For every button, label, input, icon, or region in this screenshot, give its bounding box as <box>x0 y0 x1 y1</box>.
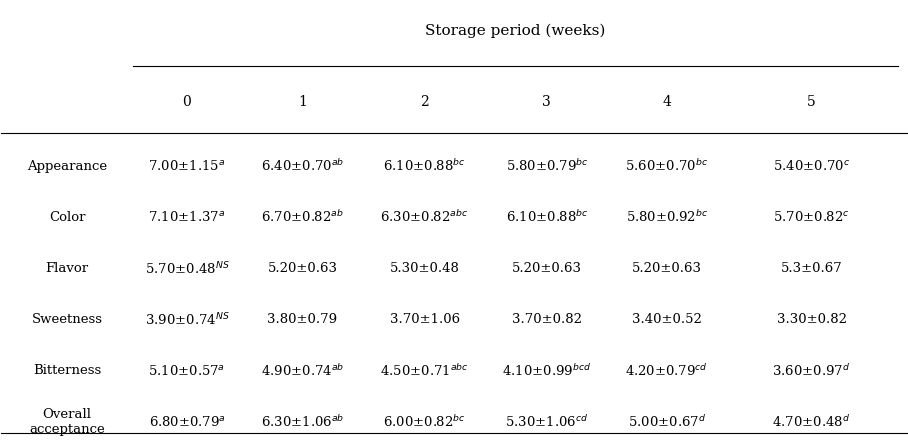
Text: 5.10±0.57$^{a}$: 5.10±0.57$^{a}$ <box>148 364 225 378</box>
Text: 6.00±0.82$^{bc}$: 6.00±0.82$^{bc}$ <box>383 414 466 430</box>
Text: 5.60±0.70$^{bc}$: 5.60±0.70$^{bc}$ <box>626 158 708 174</box>
Text: 5.30±0.48: 5.30±0.48 <box>390 262 459 275</box>
Text: Flavor: Flavor <box>45 262 89 275</box>
Text: 3.90±0.74$^{NS}$: 3.90±0.74$^{NS}$ <box>144 311 230 328</box>
Text: 5.30±1.06$^{cd}$: 5.30±1.06$^{cd}$ <box>505 414 588 430</box>
Text: Appearance: Appearance <box>27 159 107 172</box>
Text: 3: 3 <box>542 95 551 108</box>
Text: 6.10±0.88$^{bc}$: 6.10±0.88$^{bc}$ <box>506 209 588 225</box>
Text: 3.70±0.82: 3.70±0.82 <box>512 313 582 326</box>
Text: 4: 4 <box>662 95 671 108</box>
Text: 3.30±0.82: 3.30±0.82 <box>776 313 846 326</box>
Text: 1: 1 <box>298 95 307 108</box>
Text: 4.70±0.48$^{d}$: 4.70±0.48$^{d}$ <box>773 414 851 430</box>
Text: Overall
acceptance: Overall acceptance <box>29 408 105 436</box>
Text: 5.20±0.63: 5.20±0.63 <box>267 262 338 275</box>
Text: 4.90±0.74$^{ab}$: 4.90±0.74$^{ab}$ <box>261 363 344 379</box>
Text: 3.80±0.79: 3.80±0.79 <box>267 313 338 326</box>
Text: 6.30±0.82$^{abc}$: 6.30±0.82$^{abc}$ <box>380 209 469 225</box>
Text: 7.10±1.37$^{a}$: 7.10±1.37$^{a}$ <box>148 210 225 224</box>
Text: 3.40±0.52: 3.40±0.52 <box>632 313 702 326</box>
Text: 2: 2 <box>420 95 429 108</box>
Text: 4.10±0.99$^{bcd}$: 4.10±0.99$^{bcd}$ <box>502 363 591 379</box>
Text: 3.60±0.97$^{d}$: 3.60±0.97$^{d}$ <box>773 363 851 379</box>
Text: 4.20±0.79$^{cd}$: 4.20±0.79$^{cd}$ <box>626 363 708 379</box>
Text: 5.70±0.82$^{c}$: 5.70±0.82$^{c}$ <box>774 210 850 224</box>
Text: 3.70±1.06: 3.70±1.06 <box>390 313 459 326</box>
Text: 5.70±0.48$^{NS}$: 5.70±0.48$^{NS}$ <box>144 260 230 277</box>
Text: 5.20±0.63: 5.20±0.63 <box>632 262 702 275</box>
Text: 5.3±0.67: 5.3±0.67 <box>781 262 843 275</box>
Text: 5.80±0.92$^{bc}$: 5.80±0.92$^{bc}$ <box>626 209 708 225</box>
Text: 6.80±0.79$^{a}$: 6.80±0.79$^{a}$ <box>149 415 225 429</box>
Text: 5.40±0.70$^{c}$: 5.40±0.70$^{c}$ <box>773 159 850 173</box>
Text: Storage period (weeks): Storage period (weeks) <box>425 24 606 38</box>
Text: 6.10±0.88$^{bc}$: 6.10±0.88$^{bc}$ <box>383 158 466 174</box>
Text: 4.50±0.71$^{abc}$: 4.50±0.71$^{abc}$ <box>380 363 469 379</box>
Text: 5.80±0.79$^{bc}$: 5.80±0.79$^{bc}$ <box>506 158 588 174</box>
Text: 5: 5 <box>807 95 816 108</box>
Text: Bitterness: Bitterness <box>33 364 101 377</box>
Text: Sweetness: Sweetness <box>32 313 103 326</box>
Text: 6.40±0.70$^{ab}$: 6.40±0.70$^{ab}$ <box>261 158 344 174</box>
Text: 6.30±1.06$^{ab}$: 6.30±1.06$^{ab}$ <box>261 414 344 430</box>
Text: 6.70±0.82$^{ab}$: 6.70±0.82$^{ab}$ <box>261 209 344 225</box>
Text: 7.00±1.15$^{a}$: 7.00±1.15$^{a}$ <box>148 159 225 173</box>
Text: 5.00±0.67$^{d}$: 5.00±0.67$^{d}$ <box>627 414 706 430</box>
Text: Color: Color <box>49 211 85 224</box>
Text: 5.20±0.63: 5.20±0.63 <box>512 262 582 275</box>
Text: 0: 0 <box>183 95 192 108</box>
